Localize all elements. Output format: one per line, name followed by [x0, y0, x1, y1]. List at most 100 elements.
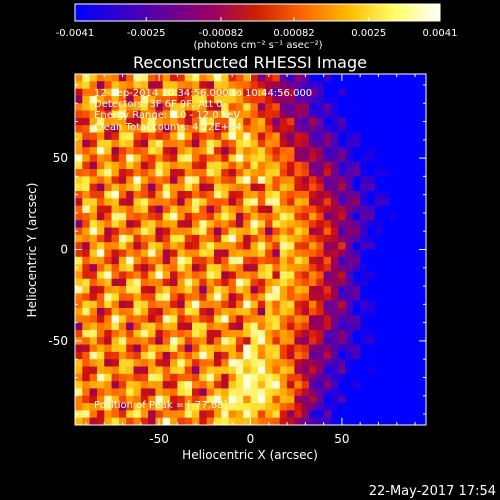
heatmap-cell [411, 249, 420, 258]
heatmap-cell [301, 300, 310, 309]
heatmap-cell [228, 176, 237, 185]
heatmap-cell [338, 227, 347, 236]
heatmap-cell [206, 161, 215, 170]
heatmap-cell [323, 256, 332, 265]
heatmap-cell [148, 227, 157, 236]
heatmap-cell [140, 417, 149, 425]
heatmap-cell [323, 417, 332, 425]
heatmap-cell [294, 183, 303, 192]
heatmap-cell [250, 249, 259, 258]
heatmap-cell [396, 417, 405, 425]
heatmap-cell [382, 373, 391, 382]
heatmap-cell [184, 103, 193, 112]
heatmap-cell [411, 344, 420, 353]
heatmap-cell [89, 359, 98, 368]
y-tick-label: 50 [53, 151, 68, 165]
heatmap-cell [199, 337, 208, 346]
heatmap-cell [133, 322, 142, 331]
colorbar-tick-label: -0.00082 [199, 28, 244, 39]
heatmap-cell [155, 286, 164, 294]
heatmap-cell [294, 388, 303, 397]
heatmap-cell [243, 308, 252, 316]
heatmap-cell [418, 366, 426, 375]
heatmap-cell [250, 300, 259, 309]
y-axis-label: Heliocentric Y (arcsec) [25, 183, 39, 318]
heatmap-cell [301, 117, 310, 126]
heatmap-cell [345, 147, 354, 156]
heatmap-cell [257, 322, 266, 331]
heatmap-cell [316, 308, 325, 316]
heatmap-cell [309, 410, 317, 419]
heatmap-cell [213, 154, 222, 163]
heatmap-cell [338, 300, 347, 309]
heatmap-cell [228, 147, 237, 156]
heatmap-cell [104, 132, 113, 141]
heatmap-cell [75, 95, 83, 104]
heatmap-cell [389, 227, 398, 236]
heatmap-cell [111, 329, 120, 338]
heatmap-cell [374, 417, 383, 425]
heatmap-cell [235, 154, 244, 163]
heatmap-cell [75, 373, 83, 382]
heatmap-cell [323, 227, 332, 236]
heatmap-cell [170, 329, 178, 338]
heatmap-cell [111, 132, 120, 141]
heatmap-cell [184, 344, 193, 353]
heatmap-cell [396, 242, 405, 251]
heatmap-cell [301, 125, 310, 134]
heatmap-cell [89, 205, 98, 214]
heatmap-cell [213, 359, 222, 368]
heatmap-cell [396, 271, 405, 280]
heatmap-cell [82, 147, 91, 156]
heatmap-cell [316, 410, 325, 419]
heatmap-cell [396, 388, 405, 397]
heatmap-cell [96, 110, 105, 119]
heatmap-cell [287, 191, 295, 199]
heatmap-cell [213, 308, 222, 316]
heatmap-cell [170, 417, 178, 425]
heatmap-cell [250, 388, 259, 397]
heatmap-cell [382, 234, 391, 243]
heatmap-cell [162, 417, 171, 425]
heatmap-cell [352, 308, 361, 316]
heatmap-cell [177, 381, 186, 390]
heatmap-cell [184, 212, 193, 221]
heatmap-cell [404, 366, 412, 375]
heatmap-cell [133, 103, 142, 112]
heatmap-cell [148, 271, 157, 280]
heatmap-cell [396, 366, 405, 375]
heatmap-cell [89, 117, 98, 126]
heatmap-cell [389, 161, 398, 170]
heatmap-cell [360, 125, 369, 134]
heatmap-cell [89, 81, 98, 90]
heatmap-cell [301, 154, 310, 163]
heatmap-cell [184, 139, 193, 148]
heatmap-cell [126, 366, 135, 375]
heatmap-cell [360, 300, 369, 309]
heatmap-cell [411, 125, 420, 134]
heatmap-cell [279, 395, 288, 404]
heatmap-cell [118, 249, 127, 258]
heatmap-cell [177, 176, 186, 185]
heatmap-cell [177, 154, 186, 163]
heatmap-cell [404, 117, 412, 126]
heatmap-cell [213, 329, 222, 338]
heatmap-cell [126, 198, 135, 207]
heatmap-cell [309, 264, 317, 273]
heatmap-cell [352, 117, 361, 126]
heatmap-cell [192, 212, 200, 221]
heatmap-cell [118, 132, 127, 141]
heatmap-cell [250, 264, 259, 273]
heatmap-cell [75, 234, 83, 243]
heatmap-cell [206, 351, 215, 360]
heatmap-cell [396, 286, 405, 294]
heatmap-cell [411, 169, 420, 177]
heatmap-cell [279, 212, 288, 221]
heatmap-cell [279, 234, 288, 243]
heatmap-cell [184, 183, 193, 192]
heatmap-cell [140, 344, 149, 353]
heatmap-cell [177, 388, 186, 397]
heatmap-cell [382, 403, 391, 411]
heatmap-cell [323, 286, 332, 294]
heatmap-cell [140, 176, 149, 185]
